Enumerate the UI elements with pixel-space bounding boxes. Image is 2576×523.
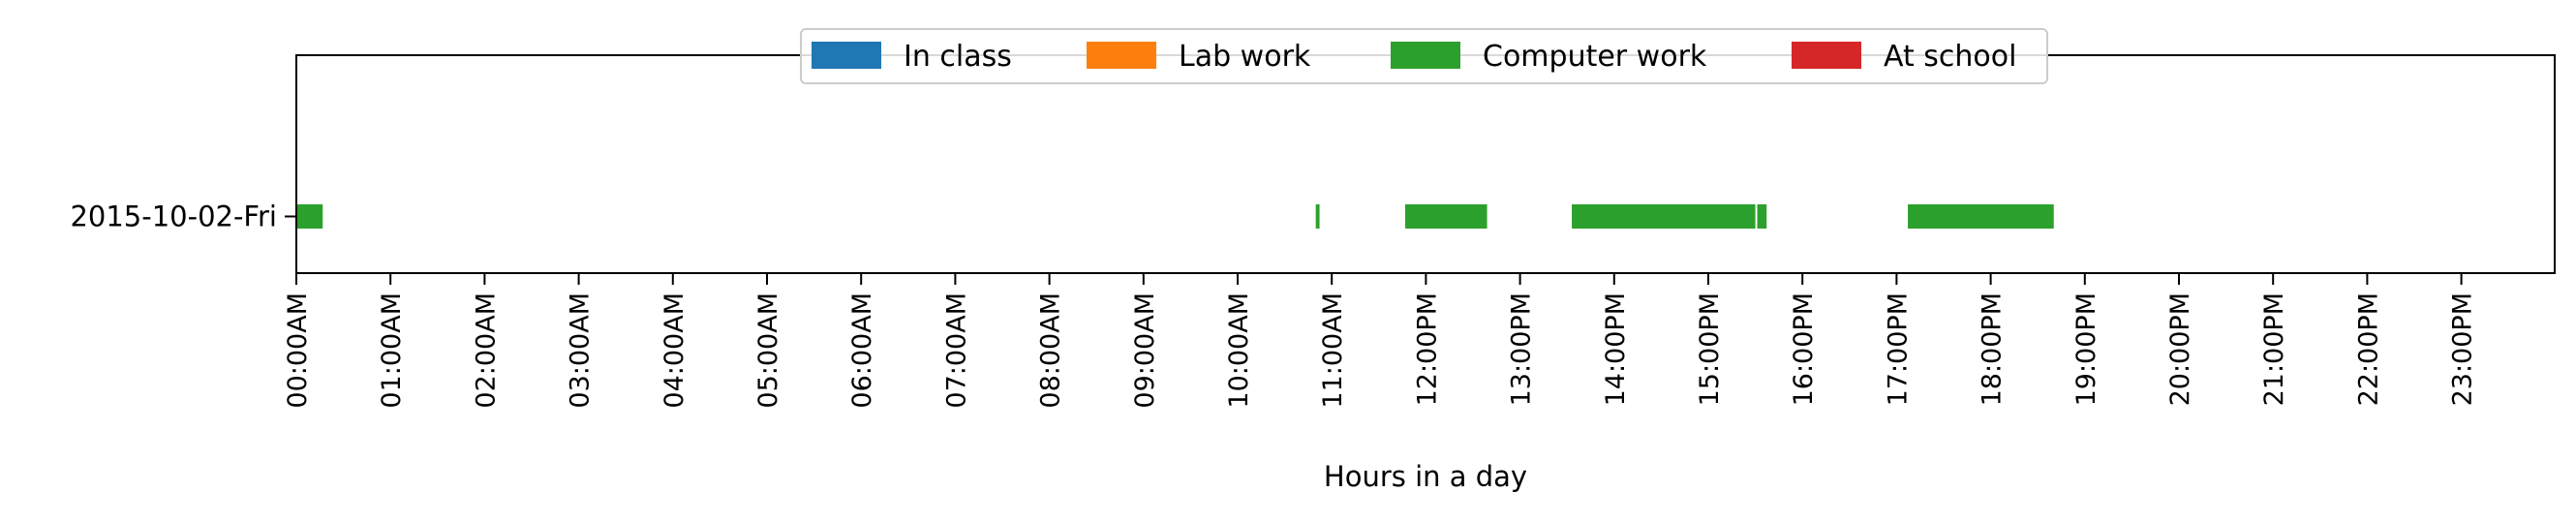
x-tick-label: 06:00AM	[847, 292, 877, 409]
x-tick-label: 04:00AM	[659, 292, 690, 409]
x-tick-label: 19:00PM	[2071, 292, 2101, 406]
legend-swatch	[812, 42, 881, 69]
x-tick-label: 20:00PM	[2165, 292, 2195, 406]
x-axis-label: Hours in a day	[1324, 460, 1527, 493]
x-tick-label: 22:00PM	[2353, 292, 2383, 406]
x-tick-label: 07:00AM	[941, 292, 971, 409]
legend-label: In class	[904, 40, 1012, 74]
bar-computer-work	[1405, 204, 1487, 229]
x-tick-label: 23:00PM	[2448, 292, 2478, 406]
legend-label: Lab work	[1179, 40, 1311, 74]
x-tick-label: 01:00AM	[377, 292, 407, 409]
x-tick-label: 02:00AM	[471, 292, 501, 409]
bar-computer-work	[1908, 204, 2054, 229]
x-tick-label: 21:00PM	[2259, 292, 2289, 406]
bars-layer	[296, 204, 2054, 229]
y-tick-label: 2015-10-02-Fri	[70, 200, 277, 233]
legend-swatch	[1087, 42, 1156, 69]
x-tick-label: 00:00AM	[283, 292, 313, 409]
bar-computer-work	[1315, 204, 1320, 229]
x-tick-label: 14:00PM	[1601, 292, 1631, 406]
x-tick-label: 09:00AM	[1130, 292, 1160, 409]
x-tick-label: 15:00PM	[1695, 292, 1725, 406]
x-tick-label: 05:00AM	[753, 292, 783, 409]
y-axis: 2015-10-02-Fri	[70, 200, 296, 233]
x-tick-label: 08:00AM	[1036, 292, 1066, 409]
bar-computer-work	[1572, 204, 1756, 229]
legend-label: Computer work	[1483, 40, 1707, 74]
x-tick-label: 03:00AM	[566, 292, 596, 409]
x-tick-label: 13:00PM	[1507, 292, 1537, 406]
bar-computer-work	[1757, 204, 1767, 229]
plot-frame	[295, 54, 2556, 274]
x-tick-label: 12:00PM	[1412, 292, 1442, 406]
x-tick-label: 16:00PM	[1789, 292, 1819, 406]
x-tick-label: 10:00AM	[1224, 292, 1254, 409]
legend-swatch	[1792, 42, 1861, 69]
x-tick-label: 17:00PM	[1883, 292, 1913, 406]
legend-label: At school	[1884, 40, 2016, 74]
legend-swatch	[1391, 42, 1460, 69]
legend: In class Lab work Computer work At school	[800, 28, 2048, 84]
x-tick-label: 18:00PM	[1978, 292, 2008, 406]
bar-computer-work	[296, 204, 323, 229]
x-tick-label: 11:00AM	[1318, 292, 1348, 409]
x-axis: 00:00AM 01:00AM 02:00AM 03:00AM 04:00AM 05:00…	[283, 273, 2478, 409]
